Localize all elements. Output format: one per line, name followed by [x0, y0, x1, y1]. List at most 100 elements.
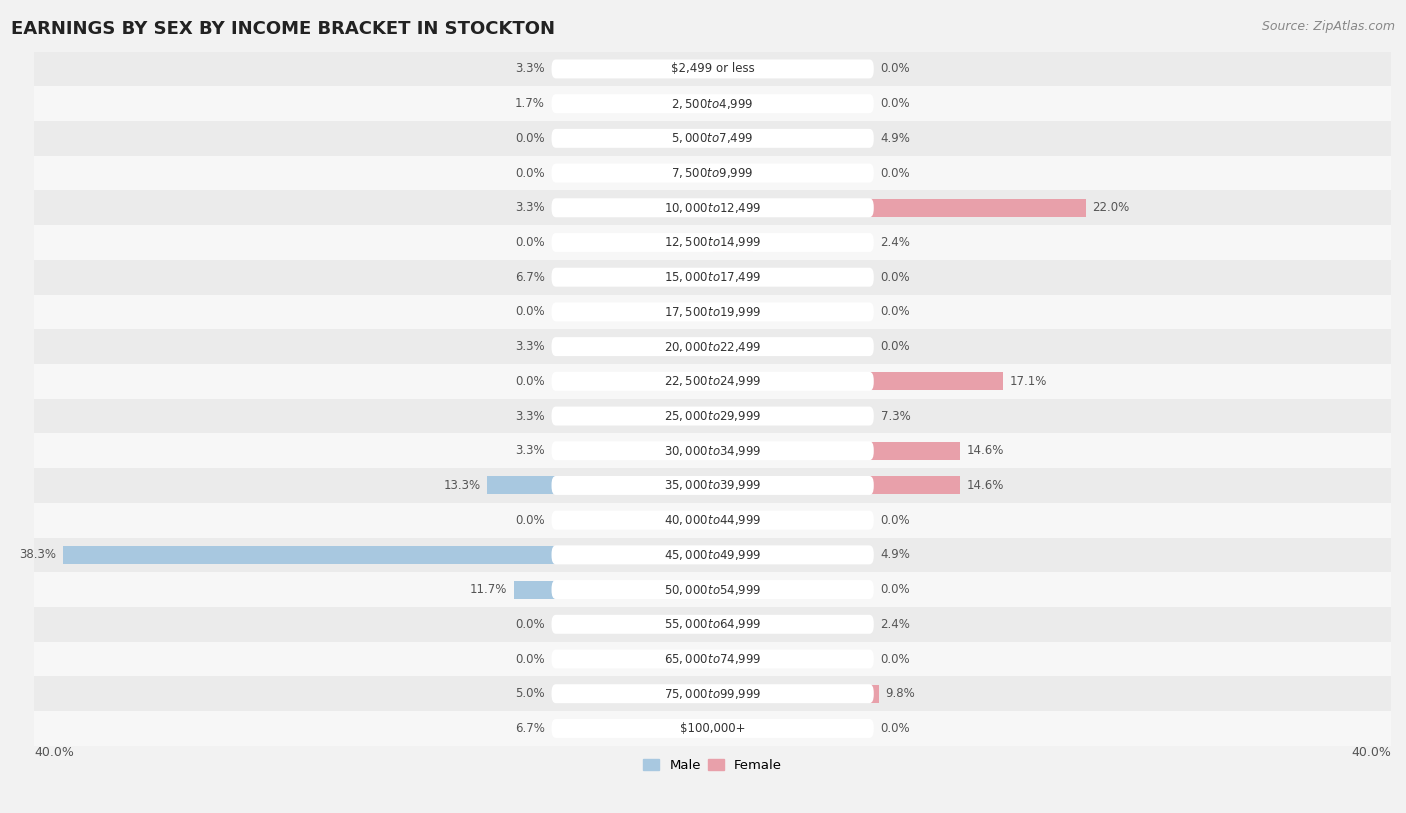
Text: $2,500 to $4,999: $2,500 to $4,999	[672, 97, 754, 111]
Text: 22.0%: 22.0%	[1092, 202, 1130, 215]
Bar	[34, 468, 1391, 502]
Text: $65,000 to $74,999: $65,000 to $74,999	[664, 652, 762, 666]
Text: 0.0%: 0.0%	[515, 618, 544, 631]
Text: 0.0%: 0.0%	[880, 340, 910, 353]
Bar	[713, 615, 754, 633]
Bar	[34, 51, 1391, 86]
Bar	[657, 441, 713, 460]
Text: 0.0%: 0.0%	[515, 653, 544, 666]
Text: 0.0%: 0.0%	[880, 271, 910, 284]
Bar	[713, 407, 837, 425]
Text: 5.0%: 5.0%	[515, 687, 544, 700]
Text: 2.4%: 2.4%	[880, 618, 911, 631]
FancyBboxPatch shape	[551, 337, 873, 356]
Text: $20,000 to $22,499: $20,000 to $22,499	[664, 340, 762, 354]
Bar	[34, 329, 1391, 364]
Text: $17,500 to $19,999: $17,500 to $19,999	[664, 305, 762, 319]
Text: 0.0%: 0.0%	[880, 63, 910, 76]
Bar	[63, 546, 713, 564]
Text: $55,000 to $64,999: $55,000 to $64,999	[664, 617, 762, 631]
Bar	[34, 364, 1391, 398]
Bar	[34, 294, 1391, 329]
Text: 0.0%: 0.0%	[880, 167, 910, 180]
Bar	[34, 537, 1391, 572]
Text: 40.0%: 40.0%	[1351, 746, 1391, 759]
Bar	[34, 433, 1391, 468]
FancyBboxPatch shape	[551, 476, 873, 495]
Text: $2,499 or less: $2,499 or less	[671, 63, 755, 76]
Bar	[599, 268, 713, 286]
Bar	[34, 502, 1391, 537]
Text: 14.6%: 14.6%	[967, 479, 1004, 492]
Bar	[713, 372, 1002, 390]
Text: $5,000 to $7,499: $5,000 to $7,499	[672, 132, 754, 146]
Bar	[713, 476, 960, 494]
FancyBboxPatch shape	[551, 372, 873, 391]
Bar	[515, 580, 713, 598]
Bar	[713, 129, 796, 147]
Text: $7,500 to $9,999: $7,500 to $9,999	[672, 166, 754, 180]
Text: $10,000 to $12,499: $10,000 to $12,499	[664, 201, 762, 215]
Text: 0.0%: 0.0%	[515, 375, 544, 388]
Text: 0.0%: 0.0%	[880, 583, 910, 596]
Bar	[34, 225, 1391, 260]
FancyBboxPatch shape	[551, 580, 873, 599]
FancyBboxPatch shape	[551, 685, 873, 703]
Text: 0.0%: 0.0%	[880, 653, 910, 666]
Text: 4.9%: 4.9%	[880, 549, 911, 561]
Bar	[34, 572, 1391, 607]
Legend: Male, Female: Male, Female	[638, 754, 787, 777]
Text: $12,500 to $14,999: $12,500 to $14,999	[664, 236, 762, 250]
Text: 0.0%: 0.0%	[515, 514, 544, 527]
Bar	[657, 407, 713, 425]
Bar	[657, 198, 713, 217]
Text: 4.9%: 4.9%	[880, 132, 911, 145]
Bar	[628, 685, 713, 702]
Text: 3.3%: 3.3%	[515, 340, 544, 353]
FancyBboxPatch shape	[551, 650, 873, 668]
Bar	[713, 198, 1085, 217]
Bar	[34, 607, 1391, 641]
Bar	[34, 711, 1391, 746]
Text: 17.1%: 17.1%	[1010, 375, 1047, 388]
Text: 7.3%: 7.3%	[880, 410, 910, 423]
Bar	[683, 94, 713, 113]
FancyBboxPatch shape	[551, 302, 873, 321]
Text: 3.3%: 3.3%	[515, 63, 544, 76]
Text: $15,000 to $17,499: $15,000 to $17,499	[664, 270, 762, 285]
Text: $35,000 to $39,999: $35,000 to $39,999	[664, 479, 762, 493]
Bar	[34, 121, 1391, 156]
Bar	[713, 685, 879, 702]
Bar	[657, 60, 713, 78]
Bar	[713, 546, 796, 564]
Bar	[34, 260, 1391, 294]
Text: 13.3%: 13.3%	[443, 479, 481, 492]
Text: 0.0%: 0.0%	[880, 722, 910, 735]
Text: Source: ZipAtlas.com: Source: ZipAtlas.com	[1261, 20, 1395, 33]
Text: 9.8%: 9.8%	[886, 687, 915, 700]
Text: $45,000 to $49,999: $45,000 to $49,999	[664, 548, 762, 562]
FancyBboxPatch shape	[551, 129, 873, 148]
Text: 0.0%: 0.0%	[880, 97, 910, 110]
Text: $30,000 to $34,999: $30,000 to $34,999	[664, 444, 762, 458]
Text: $100,000+: $100,000+	[681, 722, 745, 735]
Text: 0.0%: 0.0%	[515, 167, 544, 180]
Text: $22,500 to $24,999: $22,500 to $24,999	[664, 374, 762, 389]
Text: 11.7%: 11.7%	[470, 583, 508, 596]
Text: $25,000 to $29,999: $25,000 to $29,999	[664, 409, 761, 423]
Text: EARNINGS BY SEX BY INCOME BRACKET IN STOCKTON: EARNINGS BY SEX BY INCOME BRACKET IN STO…	[11, 20, 555, 38]
Bar	[34, 156, 1391, 190]
Text: $50,000 to $54,999: $50,000 to $54,999	[664, 583, 762, 597]
FancyBboxPatch shape	[551, 163, 873, 183]
Text: 40.0%: 40.0%	[34, 746, 75, 759]
FancyBboxPatch shape	[551, 267, 873, 287]
Text: 2.4%: 2.4%	[880, 236, 911, 249]
Text: 0.0%: 0.0%	[880, 514, 910, 527]
Bar	[713, 441, 960, 460]
Bar	[486, 476, 713, 494]
FancyBboxPatch shape	[551, 719, 873, 738]
Bar	[34, 398, 1391, 433]
Text: 6.7%: 6.7%	[515, 722, 544, 735]
FancyBboxPatch shape	[551, 615, 873, 634]
Text: 0.0%: 0.0%	[880, 306, 910, 319]
